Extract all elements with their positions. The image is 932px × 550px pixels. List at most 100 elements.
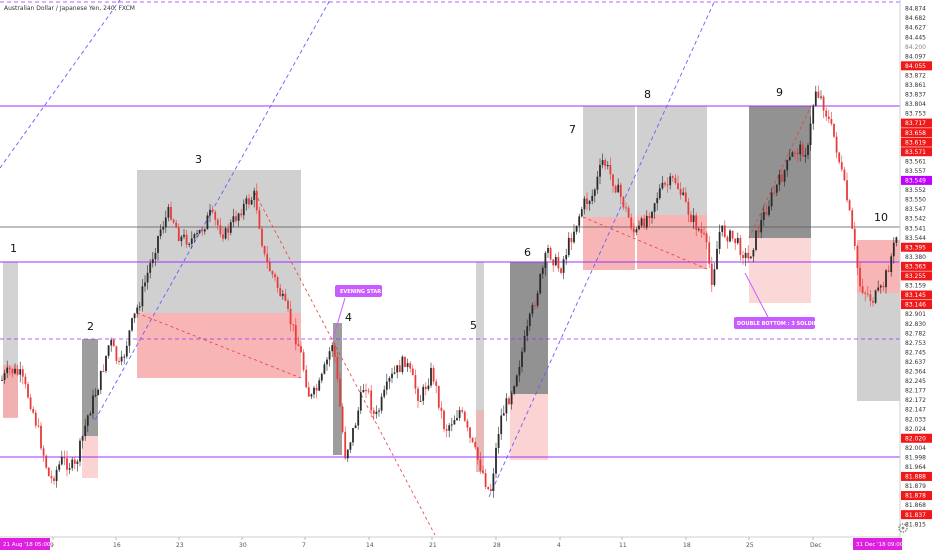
candle-body [380, 396, 383, 411]
candle-body [838, 152, 841, 163]
candle-body [164, 217, 167, 228]
price-tick-label: 83.561 [905, 158, 926, 165]
price-tick-label: 83.549 [905, 178, 926, 185]
candle-body [570, 237, 573, 243]
price-tick: 82.901 [905, 311, 926, 318]
end-date-badge [853, 538, 902, 550]
price-tick-label: 81.815 [905, 521, 926, 528]
gear-icon[interactable] [898, 523, 908, 533]
candle-body [47, 467, 50, 477]
price-tick: 83.571 [901, 147, 932, 157]
wave-label-2: 2 [87, 320, 94, 333]
price-tick: 84.055 [901, 61, 932, 71]
candle-body [396, 365, 399, 373]
candle-body [11, 369, 14, 374]
candle-body [775, 184, 778, 193]
price-tick-label: 81.837 [905, 512, 926, 519]
candle-body [110, 339, 113, 346]
candle-body [760, 219, 763, 233]
wave-label-7: 7 [569, 123, 576, 136]
candle-body [242, 203, 245, 216]
candle-body [573, 231, 575, 243]
candle-body [744, 252, 747, 259]
price-tick-label: 83.363 [905, 263, 926, 270]
candle-body [79, 440, 81, 462]
price-tick: 83.837 [905, 92, 926, 99]
candle-body [677, 183, 679, 190]
price-tick: 81.868 [905, 502, 926, 509]
price-tick: 81.837 [901, 510, 932, 520]
wave-label-1: 1 [10, 242, 17, 255]
candle-body [102, 370, 105, 372]
price-tick-label: 81.879 [905, 483, 926, 490]
candle-body [734, 238, 737, 244]
candle-body [892, 242, 895, 257]
price-tick: 81.964 [905, 464, 926, 471]
price-tick-label: 83.571 [905, 149, 926, 156]
candle-body [469, 427, 471, 438]
candle-body [747, 252, 750, 259]
candle-body [185, 234, 188, 245]
price-tick: 83.542 [905, 216, 926, 223]
time-tick-label: 23 [176, 542, 184, 549]
candle-body [167, 206, 170, 218]
time-tick-label: 14 [366, 542, 374, 549]
candle-body [354, 425, 357, 428]
candle-body [8, 367, 11, 370]
candle-body [580, 209, 583, 217]
candle-body [812, 105, 815, 124]
time-tick: 23 [176, 537, 184, 549]
candle-body [549, 247, 552, 260]
candle-body [658, 188, 661, 199]
candle-body [34, 412, 37, 426]
candle-body [86, 415, 89, 426]
candle-body [588, 201, 591, 204]
time-tick-label: 21 [429, 542, 437, 549]
candle-body [609, 165, 612, 175]
candle-body [705, 233, 708, 243]
candle-body [40, 425, 42, 449]
diag-line-2 [582, 216, 708, 270]
candle-body [869, 294, 872, 301]
candle-body [414, 375, 417, 389]
candle-body [781, 174, 783, 182]
time-tick: 30 [239, 537, 247, 549]
candle-body [320, 373, 323, 381]
candle-body [528, 313, 531, 327]
price-tick: 83.804 [905, 101, 926, 108]
candle-body [141, 286, 144, 307]
price-tick: 83.145 [901, 290, 932, 300]
candle-body [690, 214, 692, 222]
price-tick-label: 82.753 [905, 340, 926, 347]
candle-body [591, 195, 594, 202]
candle-body [474, 441, 477, 448]
candle-body [666, 184, 669, 186]
candle-body [198, 229, 201, 234]
candle-body [435, 381, 438, 386]
price-tick: 84.097 [905, 53, 926, 60]
time-tick: Dec [810, 537, 822, 549]
candle-body [27, 384, 29, 398]
time-tick: 7 [302, 537, 306, 549]
zone-6 [333, 323, 342, 455]
candle-body [175, 222, 178, 228]
candle-body [882, 285, 885, 288]
candle-body [487, 486, 490, 490]
candle-body [419, 400, 422, 402]
candle-body [107, 345, 110, 356]
price-tick-label: 83.804 [905, 101, 926, 108]
candles [1, 85, 898, 498]
candle-body [229, 222, 232, 233]
candle-body [370, 390, 373, 411]
zone-1 [3, 365, 18, 418]
candle-body [669, 176, 672, 186]
candle-body [193, 234, 196, 239]
candle-body [404, 356, 406, 367]
candle-body [895, 237, 898, 243]
candle-body [635, 229, 638, 233]
candle-body [755, 230, 757, 250]
candle-body [50, 476, 53, 479]
price-tick: 82.147 [905, 407, 926, 414]
price-tick: 83.380 [905, 254, 926, 261]
